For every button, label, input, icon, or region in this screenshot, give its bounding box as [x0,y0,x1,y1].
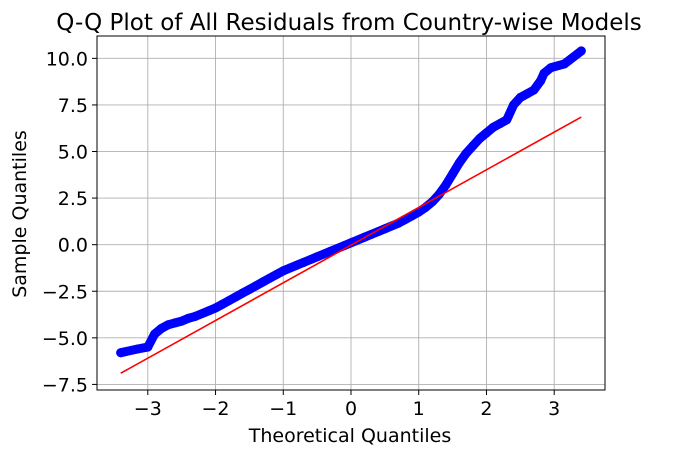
qq-point [546,63,556,73]
x-tick-label: 0 [345,398,357,420]
x-tick-label: −3 [134,398,162,420]
y-tick-label: 7.5 [58,95,88,117]
qq-point [475,134,485,143]
qq-point [559,59,569,69]
qq-point [515,93,525,102]
qq-point [346,238,356,248]
qq-point [156,324,166,333]
qq-point [441,180,451,190]
qq-point [116,348,126,358]
y-tick-label: 5.0 [58,142,88,164]
qq-point [299,257,309,267]
y-tick-label: 10.0 [46,48,88,70]
qq-point [251,281,261,291]
qq-point [326,246,336,256]
qq-point [509,100,519,110]
qq-point [265,273,275,283]
qq-point [495,119,505,129]
qq-point [244,284,254,294]
qq-point [238,288,248,298]
qq-point [312,252,322,262]
qq-point [133,344,143,354]
plot-data [116,46,586,374]
qq-point [414,207,424,217]
qq-point [143,342,153,352]
qq-point [539,68,549,78]
qq-point [488,122,498,132]
y-tick-label: −7.5 [42,374,88,396]
qq-point [393,218,403,228]
x-axis-label: Theoretical Quantiles [248,425,451,447]
qq-point [522,89,532,99]
qq-point [448,169,458,179]
qq-point [258,277,268,287]
qq-point [217,299,227,309]
y-tick-label: −5.0 [42,328,88,350]
chart-title: Q-Q Plot of All Residuals from Country-w… [56,10,641,36]
qq-point [197,309,207,319]
qq-point [576,46,586,56]
qq-point [482,128,491,138]
qq-point [407,211,417,221]
qq-point [454,158,464,168]
qq-point [292,260,302,270]
y-tick-label: 0.0 [58,235,88,257]
x-tick-label: 2 [480,398,492,420]
qq-point [224,296,234,306]
y-axis-label: Sample Quantiles [9,130,31,298]
reference-line [120,116,582,374]
qq-point [400,215,410,224]
qq-point [231,292,241,302]
qq-point [163,320,173,330]
qq-point [468,141,478,151]
qq-point [536,76,546,86]
y-tick-label: −2.5 [42,281,88,303]
qq-point [211,303,220,313]
qq-point [190,311,200,321]
x-tick-label: 3 [548,398,560,420]
qq-point [529,85,539,95]
qq-point [502,115,512,125]
axis-ticks: −3 −2 −1 0 1 2 3 −7.5 −5.0 −2.5 0.0 2.5 5.0 7.5 10.0 [42,48,560,420]
y-tick-label: 2.5 [58,188,88,210]
qq-point [150,329,160,339]
x-tick-label: 1 [413,398,425,420]
qq-point [272,270,281,279]
qq-point [183,313,193,323]
x-tick-label: −2 [202,398,230,420]
qq-point [319,249,329,259]
qq-point [285,263,295,273]
qq-point [170,318,180,328]
x-tick-label: −1 [269,398,297,420]
qq-point [461,148,471,158]
